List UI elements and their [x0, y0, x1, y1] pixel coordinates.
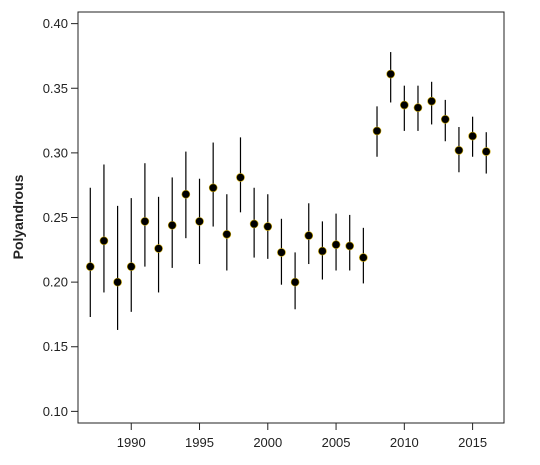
data-point: [372, 126, 382, 136]
data-point: [140, 217, 150, 226]
plot-frame: [77, 11, 505, 424]
data-point: [277, 248, 286, 257]
x-tick-label: 1990: [117, 435, 146, 450]
data-point: [99, 236, 109, 246]
data-point: [386, 69, 395, 79]
data-point: [345, 241, 355, 251]
data-point: [222, 230, 232, 239]
x-tick-label: 2010: [390, 435, 419, 450]
x-axis: 1990 1995 2000 2005 2010 2015: [117, 423, 487, 450]
x-tick-label: 2015: [458, 435, 487, 450]
y-tick-label: 0.30: [43, 145, 68, 160]
y-axis-title: Polyandrous: [10, 174, 26, 259]
data-point: [481, 147, 491, 156]
y-tick-label: 0.15: [43, 339, 68, 354]
data-point: [413, 103, 423, 112]
y-tick-label: 0.40: [43, 16, 68, 31]
data-point: [167, 220, 177, 230]
y-tick-label: 0.35: [43, 81, 68, 96]
data-point: [304, 231, 314, 240]
data-point: [454, 145, 464, 155]
data-point: [290, 277, 300, 287]
data-point: [427, 96, 436, 106]
data-point: [249, 219, 259, 229]
x-tick-label: 2005: [322, 435, 351, 450]
data-point: [359, 253, 368, 262]
x-tick-label: 2000: [253, 435, 282, 450]
data-point: [181, 189, 191, 199]
x-tick-label: 1995: [185, 435, 214, 450]
data-point: [468, 131, 477, 141]
error-bars: [89, 52, 487, 330]
data-point: [440, 114, 450, 124]
data-point: [85, 262, 95, 271]
y-axis: 0.10 0.15 0.20 0.25 0.30 0.35 0.40: [43, 16, 78, 419]
y-tick-label: 0.25: [43, 210, 68, 225]
data-point: [126, 262, 136, 271]
data-point: [263, 222, 273, 231]
data-point: [331, 240, 341, 249]
data-point: [154, 244, 163, 253]
data-point: [318, 246, 327, 256]
y-tick-label: 0.20: [43, 275, 68, 290]
data-point: [400, 100, 409, 110]
data-points: [85, 69, 491, 287]
data-point: [208, 183, 218, 193]
data-point: [236, 173, 245, 182]
y-tick-label: 0.10: [43, 404, 68, 419]
data-point: [113, 277, 122, 287]
data-point: [195, 217, 204, 226]
